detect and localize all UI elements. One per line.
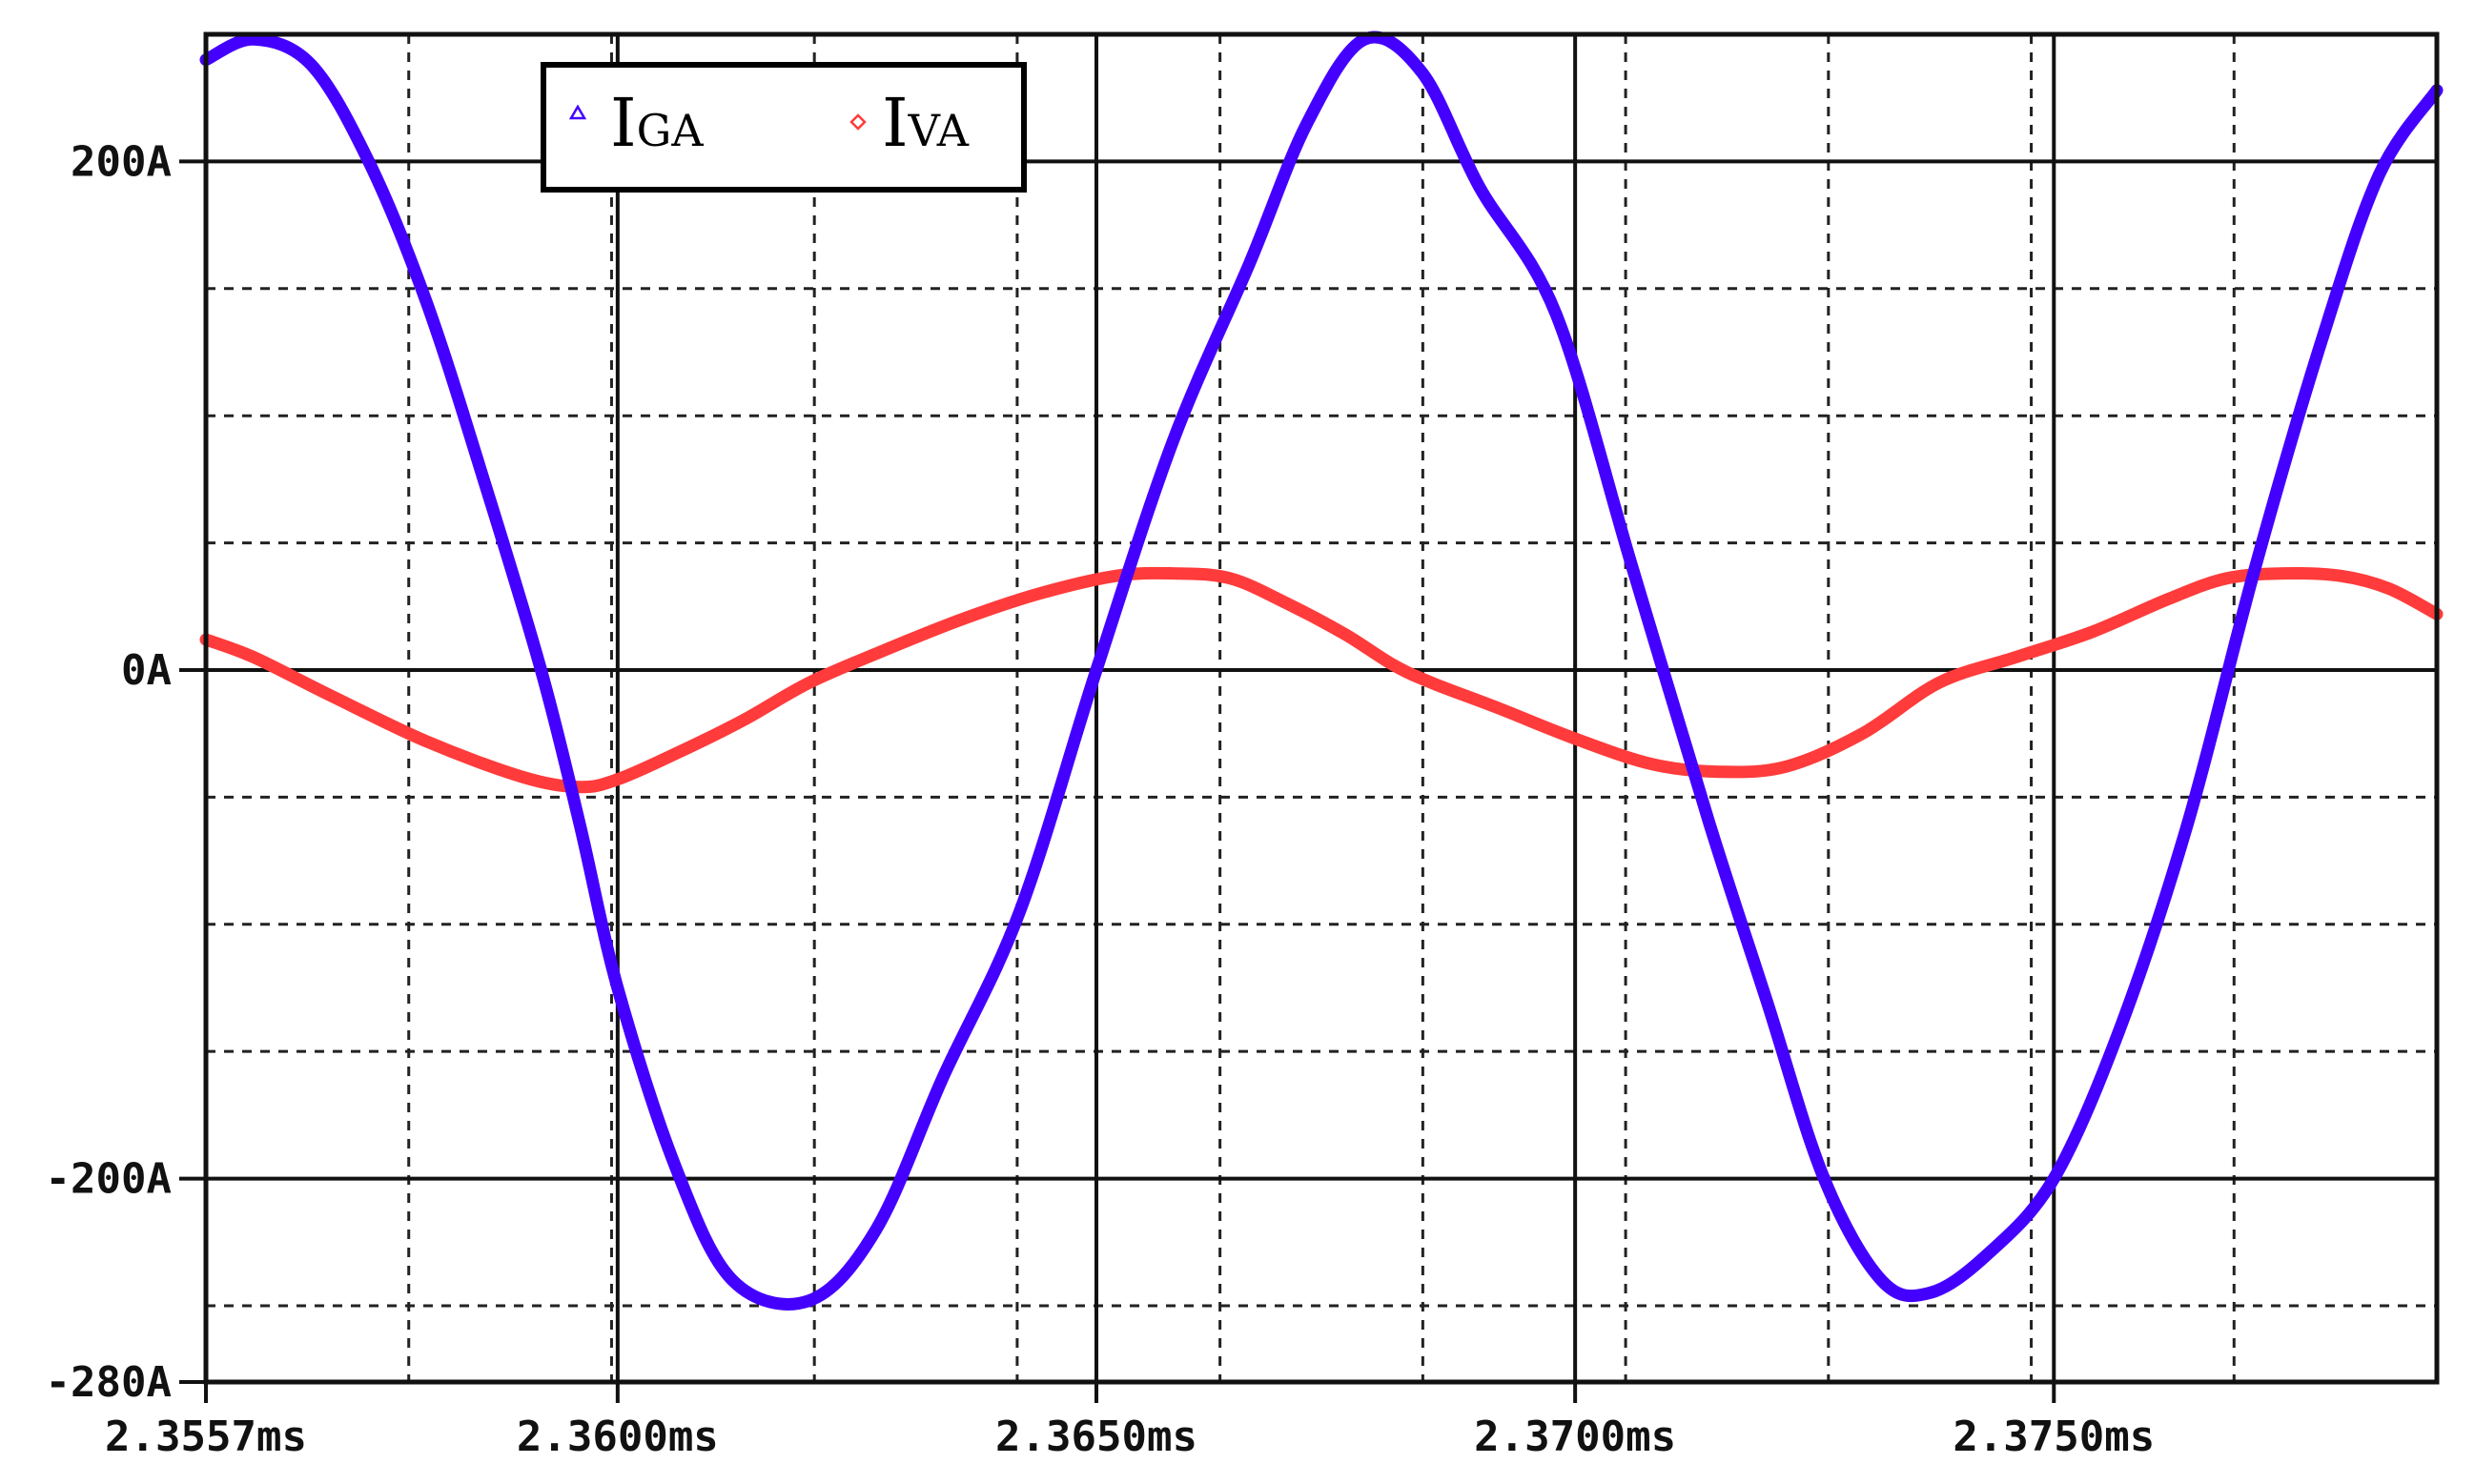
data-point-iva bbox=[1933, 678, 1944, 688]
data-point-iga bbox=[1417, 68, 1427, 77]
data-point-iva bbox=[1033, 588, 1044, 599]
data-point-iga bbox=[871, 1224, 882, 1233]
data-point-iga bbox=[1551, 309, 1562, 318]
data-point-iva bbox=[670, 749, 681, 760]
data-point-iga bbox=[2317, 335, 2327, 344]
legend-label-iva-sub: VA bbox=[908, 105, 970, 156]
x-tick-label: 2.3700ms bbox=[1474, 1413, 1676, 1461]
data-point-iga bbox=[2116, 1021, 2126, 1030]
data-point-iva bbox=[1282, 599, 1293, 609]
y-tick-label: -280A bbox=[46, 1358, 172, 1407]
data-point-iva bbox=[1388, 660, 1399, 670]
data-point-iga bbox=[1014, 906, 1025, 916]
legend-label-iva: IVA bbox=[882, 84, 970, 162]
data-point-iva bbox=[2221, 573, 2232, 583]
legend-box bbox=[541, 62, 1027, 193]
data-point-iva bbox=[881, 644, 891, 655]
data-point-iga bbox=[1876, 1275, 1887, 1285]
data-point-iga bbox=[1091, 664, 1101, 674]
legend-label-iga: IGA bbox=[610, 84, 704, 162]
data-point-iva bbox=[2383, 583, 2394, 594]
data-point-iva bbox=[517, 772, 527, 783]
legend-item-iva: IVA bbox=[849, 84, 970, 162]
data-point-iga bbox=[2374, 169, 2384, 178]
data-point-iga bbox=[1924, 1288, 1934, 1297]
data-point-iva bbox=[1781, 762, 1791, 772]
legend-item-iga: IGA bbox=[568, 84, 704, 162]
tick-labels: 200A 0A -200A -280A 2.3557ms 2.3600ms 2.3650ms… bbox=[46, 137, 2156, 1461]
data-point-iga bbox=[536, 664, 546, 674]
legend-label-iga-main: I bbox=[610, 84, 637, 162]
data-point-iga bbox=[2182, 818, 2193, 827]
data-point-iga bbox=[1474, 182, 1484, 192]
data-point-iva bbox=[957, 614, 968, 624]
data-point-iva bbox=[325, 690, 336, 701]
y-tick-label: 200A bbox=[71, 137, 172, 186]
data-point-iga bbox=[1168, 436, 1178, 445]
data-point-iga bbox=[804, 1295, 814, 1305]
grid bbox=[206, 34, 2437, 1382]
data-point-iva bbox=[2336, 571, 2346, 581]
data-point-iva bbox=[2087, 626, 2097, 637]
series-layer bbox=[199, 30, 2444, 1311]
data-point-iga bbox=[1819, 1173, 1830, 1183]
data-point-iga bbox=[612, 983, 623, 992]
legend-marker-iva bbox=[849, 113, 867, 131]
legend: IGA IVA bbox=[541, 62, 1027, 193]
data-point-iva bbox=[2163, 594, 2174, 604]
data-point-iga bbox=[1301, 118, 1312, 128]
x-tick-label: 2.3600ms bbox=[517, 1413, 719, 1461]
data-point-iga bbox=[249, 34, 259, 44]
data-point-iga bbox=[938, 1071, 949, 1081]
data-point-iva bbox=[1493, 703, 1503, 713]
data-point-iga bbox=[2250, 563, 2260, 573]
data-point-iva bbox=[1340, 629, 1351, 640]
data-point-iva bbox=[420, 736, 431, 746]
data-point-iga bbox=[479, 474, 489, 483]
data-point-iga bbox=[727, 1275, 738, 1285]
data-point-iga bbox=[1704, 818, 1714, 827]
data-point-iga bbox=[574, 818, 584, 827]
data-point-iva bbox=[2011, 652, 2021, 662]
data-point-iva bbox=[1225, 573, 1236, 583]
data-point-iva bbox=[612, 774, 623, 784]
x-tick-label: 2.3557ms bbox=[105, 1413, 307, 1461]
data-point-iva bbox=[804, 678, 814, 688]
data-point-iva bbox=[1168, 568, 1178, 579]
legend-label-iva-main: I bbox=[882, 84, 909, 162]
data-point-iva bbox=[249, 652, 259, 662]
legend-label-iga-sub: GA bbox=[637, 105, 705, 156]
data-point-iga bbox=[1761, 995, 1771, 1005]
y-tick-label: 0A bbox=[121, 646, 172, 695]
data-point-iga bbox=[670, 1161, 681, 1170]
x-tick-label: 2.3650ms bbox=[995, 1413, 1197, 1461]
data-point-iga bbox=[420, 296, 431, 306]
x-tick-label: 2.3750ms bbox=[1953, 1413, 2155, 1461]
data-point-iva bbox=[1570, 734, 1581, 744]
data-point-iga bbox=[1244, 258, 1255, 268]
data-point-iga bbox=[1360, 34, 1370, 44]
data-point-iga bbox=[2049, 1173, 2059, 1183]
data-point-iva bbox=[737, 716, 747, 726]
data-point-iva bbox=[1426, 678, 1437, 688]
plot-frame bbox=[203, 31, 2440, 1385]
data-point-iga bbox=[1627, 563, 1638, 573]
legend-marker-iga bbox=[568, 104, 587, 120]
y-tick-label: -200A bbox=[46, 1155, 172, 1204]
data-point-iva bbox=[1111, 571, 1121, 581]
data-point-iga bbox=[1981, 1250, 1992, 1259]
data-point-iga bbox=[363, 156, 374, 166]
data-point-iva bbox=[1713, 766, 1724, 777]
data-point-iga bbox=[306, 60, 317, 70]
data-point-iva bbox=[1647, 759, 1657, 769]
data-point-iva bbox=[2279, 568, 2289, 579]
data-point-iva bbox=[1857, 728, 1868, 739]
